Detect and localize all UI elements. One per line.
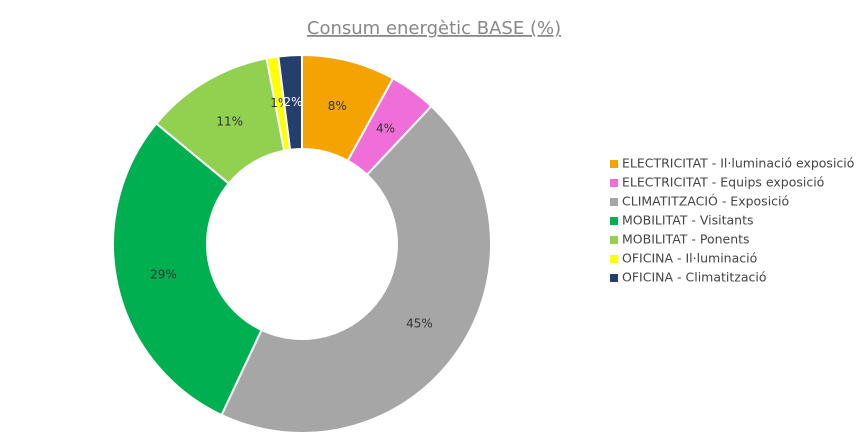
data-label: 2% [284, 95, 303, 109]
data-label: 4% [376, 122, 395, 136]
legend-swatch [610, 217, 618, 225]
legend-label: MOBILITAT - Visitants [622, 213, 754, 228]
legend-label: ELECTRICITAT - Equips exposició [622, 175, 824, 190]
legend-swatch [610, 160, 618, 168]
chart-title: Consum energètic BASE (%) [307, 18, 561, 39]
legend-swatch [610, 236, 618, 244]
legend-swatch [610, 198, 618, 206]
legend-label: CLIMATITZACIÓ - Exposició [622, 194, 789, 209]
data-label: 8% [328, 99, 347, 113]
legend-swatch [610, 179, 618, 187]
slice [277, 53, 303, 151]
slice [112, 122, 263, 417]
legend-swatch [610, 255, 618, 263]
legend-label: MOBILITAT - Ponents [622, 232, 750, 247]
legend-swatch [610, 274, 618, 282]
legend-label: OFICINA - Climatització [622, 270, 767, 285]
slice [220, 104, 492, 434]
legend-label: OFICINA - Il·luminació [622, 251, 757, 266]
data-label: 29% [150, 267, 177, 281]
legend-label: ELECTRICITAT - Il·luminació exposició [622, 156, 854, 171]
data-label: 45% [406, 316, 433, 330]
data-label: 11% [216, 114, 243, 128]
